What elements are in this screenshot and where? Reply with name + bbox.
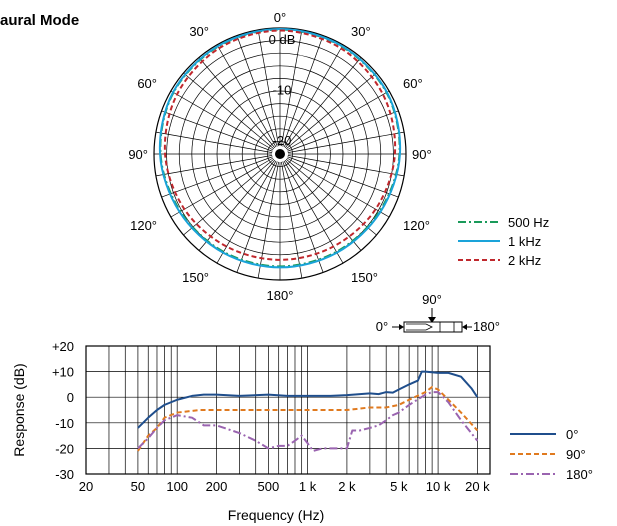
freq-series-line	[137, 385, 479, 452]
legend-label: 1 kHz	[508, 234, 541, 249]
polar-grid-spoke	[281, 29, 303, 147]
polar-grid-spoke	[285, 72, 377, 150]
polar-angle-label: 0°	[274, 10, 286, 25]
polar-grid-spoke	[198, 57, 276, 149]
polar-angle-label: 30°	[189, 24, 209, 39]
polar-grid-spoke	[236, 35, 278, 147]
polar-angle-label: 180°	[267, 288, 294, 303]
polar-grid-spoke	[183, 72, 275, 150]
freq-y-tick-label: +20	[52, 339, 74, 354]
polar-grid-spoke	[287, 131, 405, 153]
freq-x-tick-label: 20	[79, 479, 93, 494]
polar-grid-spoke	[282, 161, 324, 273]
mic-capsule-icon	[406, 322, 455, 332]
polar-angle-label: 30°	[351, 24, 371, 39]
freq-series-line	[137, 391, 479, 452]
legend-label: 500 Hz	[508, 215, 549, 230]
polar-grid-spoke	[284, 57, 362, 149]
icon-front-arrowhead	[399, 324, 404, 330]
freq-x-tick-label: 200	[206, 479, 228, 494]
polar-grid-spoke	[170, 90, 274, 151]
polar-grid-spoke	[287, 110, 399, 152]
polar-grid-spoke	[236, 161, 278, 273]
freq-x-tick-label: 2 k	[338, 479, 356, 494]
polar-grid-spoke	[286, 157, 390, 218]
legend-label: 90°	[566, 447, 586, 462]
icon-side-arrowhead	[428, 317, 436, 323]
polar-grid-spoke	[286, 90, 390, 151]
freq-x-tick-label: 50	[131, 479, 145, 494]
polar-angle-label: 150°	[351, 270, 378, 285]
freq-plot-frame	[85, 345, 491, 475]
polar-grid-spoke	[281, 161, 303, 279]
polar-grid-spoke	[183, 158, 275, 236]
polar-grid-spoke	[257, 29, 279, 147]
freq-series-line	[137, 370, 479, 429]
polar-grid-spoke	[198, 159, 276, 251]
polar-angle-label: 120°	[130, 218, 157, 233]
mic-orientation-icon: 90° 0° 180°	[376, 292, 500, 334]
polar-grid-spoke	[170, 157, 274, 218]
legend-label: 2 kHz	[508, 253, 541, 268]
freq-x-tick-label: 20 k	[465, 479, 490, 494]
mic-body-icon	[403, 321, 463, 333]
icon-rear-arrowhead	[462, 324, 467, 330]
polar-grid-spoke	[285, 158, 377, 236]
freq-x-tick-label: 500	[258, 479, 280, 494]
polar-series-line	[158, 28, 402, 269]
polar-angle-label: 120°	[403, 218, 430, 233]
freq-y-tick-label: +10	[52, 365, 74, 380]
polar-radial-label: 0 dB	[269, 32, 296, 47]
polar-angle-label: 60°	[137, 76, 157, 91]
polar-angle-label: 60°	[403, 76, 423, 91]
freq-x-tick-label: 5 k	[390, 479, 408, 494]
polar-grid-spoke	[161, 156, 273, 198]
polar-grid-spoke	[283, 160, 344, 264]
polar-radial-label: -20	[273, 133, 292, 148]
freq-x-axis-label: Frequency (Hz)	[228, 507, 324, 523]
freq-y-tick-label: -10	[55, 416, 74, 431]
freq-x-tick-label: 1 k	[299, 479, 317, 494]
icon-front-label: 0°	[376, 319, 388, 334]
polar-grid-spoke	[216, 160, 277, 264]
polar-grid-spoke	[216, 44, 277, 148]
icon-side-label: 90°	[422, 292, 442, 307]
chart-title: aural Mode	[0, 12, 80, 29]
polar-angle-label: 90°	[412, 147, 432, 162]
polar-grid-spoke	[283, 44, 344, 148]
legend-label: 180°	[566, 467, 593, 482]
freq-y-axis-label: Response (dB)	[11, 363, 27, 456]
polar-grid-spoke	[284, 159, 362, 251]
polar-grid-spoke	[287, 156, 399, 198]
frequency-response-chart: 20 50 100 200 500 1 k 2 k 5 k 10 k 20 k +20 +10 0 -10…	[11, 339, 491, 523]
freq-x-tick-label: 100	[166, 479, 188, 494]
polar-grid-spoke	[161, 110, 273, 152]
freq-x-tick-label: 10 k	[426, 479, 451, 494]
frequency-legend: 0° 90° 180°	[510, 427, 593, 482]
polar-radial-label: -10	[273, 82, 292, 97]
polar-angle-label: 90°	[128, 147, 148, 162]
freq-y-tick-label: -20	[55, 441, 74, 456]
legend-label: 0°	[566, 427, 578, 442]
freq-y-tick-label: 0	[67, 390, 74, 405]
freq-y-tick-label: -30	[55, 467, 74, 482]
polar-legend: 500 Hz 1 kHz 2 kHz	[458, 215, 549, 268]
icon-rear-label: 180°	[473, 319, 500, 334]
polar-grid-spoke	[155, 131, 273, 153]
polar-grid-spoke	[282, 35, 324, 147]
polar-grid-spoke	[155, 155, 273, 177]
polar-series-line	[163, 29, 397, 261]
polar-angle-label: 150°	[182, 270, 209, 285]
polar-chart: 0° 30° 30° 60° 60° 90° 90° 120° 120° 150° 150° 180°…	[128, 10, 431, 303]
polar-center-dot	[275, 149, 285, 159]
polar-grid-spoke	[287, 155, 405, 177]
